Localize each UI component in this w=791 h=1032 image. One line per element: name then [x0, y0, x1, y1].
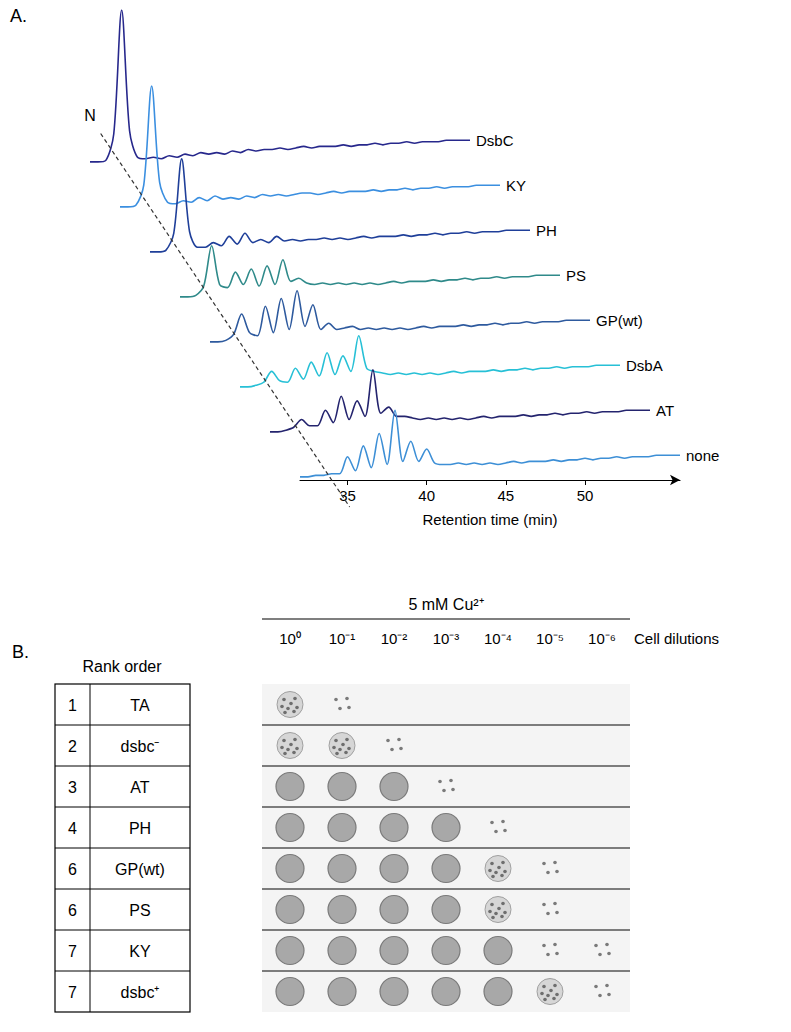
svg-text:40: 40: [418, 487, 435, 504]
svg-text:AT: AT: [130, 779, 149, 796]
svg-text:10⁻⁶: 10⁻⁶: [588, 630, 616, 647]
svg-text:TA: TA: [130, 697, 150, 714]
svg-text:PS: PS: [129, 902, 150, 919]
svg-text:PS: PS: [566, 267, 586, 284]
svg-text:dsbc⁻: dsbc⁻: [121, 738, 160, 755]
svg-text:Retention time (min): Retention time (min): [422, 511, 557, 528]
svg-text:KY: KY: [129, 943, 151, 960]
svg-text:35: 35: [339, 487, 356, 504]
svg-text:10⁰: 10⁰: [279, 630, 301, 647]
svg-text:7: 7: [68, 984, 77, 1001]
svg-text:Rank order: Rank order: [82, 658, 162, 675]
svg-text:none: none: [686, 447, 719, 464]
svg-text:10⁻²: 10⁻²: [381, 630, 408, 647]
svg-text:DsbC: DsbC: [476, 132, 514, 149]
svg-text:5 mM Cu²⁺: 5 mM Cu²⁺: [408, 596, 483, 613]
svg-text:7: 7: [68, 943, 77, 960]
svg-text:DsbA: DsbA: [626, 357, 663, 374]
svg-text:dsbc⁺: dsbc⁺: [121, 984, 160, 1001]
svg-text:GP(wt): GP(wt): [115, 861, 165, 878]
svg-text:Cell dilutions: Cell dilutions: [634, 630, 719, 647]
svg-text:6: 6: [68, 902, 77, 919]
svg-text:50: 50: [577, 487, 594, 504]
svg-text:PH: PH: [129, 820, 151, 837]
svg-text:45: 45: [497, 487, 514, 504]
html-text:A.: A.: [10, 6, 27, 26]
svg-text:B.: B.: [12, 642, 29, 662]
svg-text:3: 3: [68, 779, 77, 796]
svg-text:2: 2: [68, 738, 77, 755]
svg-text:10⁻³: 10⁻³: [433, 630, 460, 647]
svg-text:N: N: [84, 107, 96, 124]
svg-text:10⁻¹: 10⁻¹: [329, 630, 356, 647]
svg-text:10⁻⁵: 10⁻⁵: [536, 630, 564, 647]
svg-text:PH: PH: [536, 222, 557, 239]
svg-text:10⁻⁴: 10⁻⁴: [484, 630, 512, 647]
svg-text:1: 1: [68, 697, 77, 714]
svg-text:KY: KY: [506, 177, 526, 194]
svg-text:6: 6: [68, 861, 77, 878]
svg-text:AT: AT: [656, 402, 674, 419]
svg-text:4: 4: [68, 820, 77, 837]
svg-text:GP(wt): GP(wt): [596, 312, 643, 329]
